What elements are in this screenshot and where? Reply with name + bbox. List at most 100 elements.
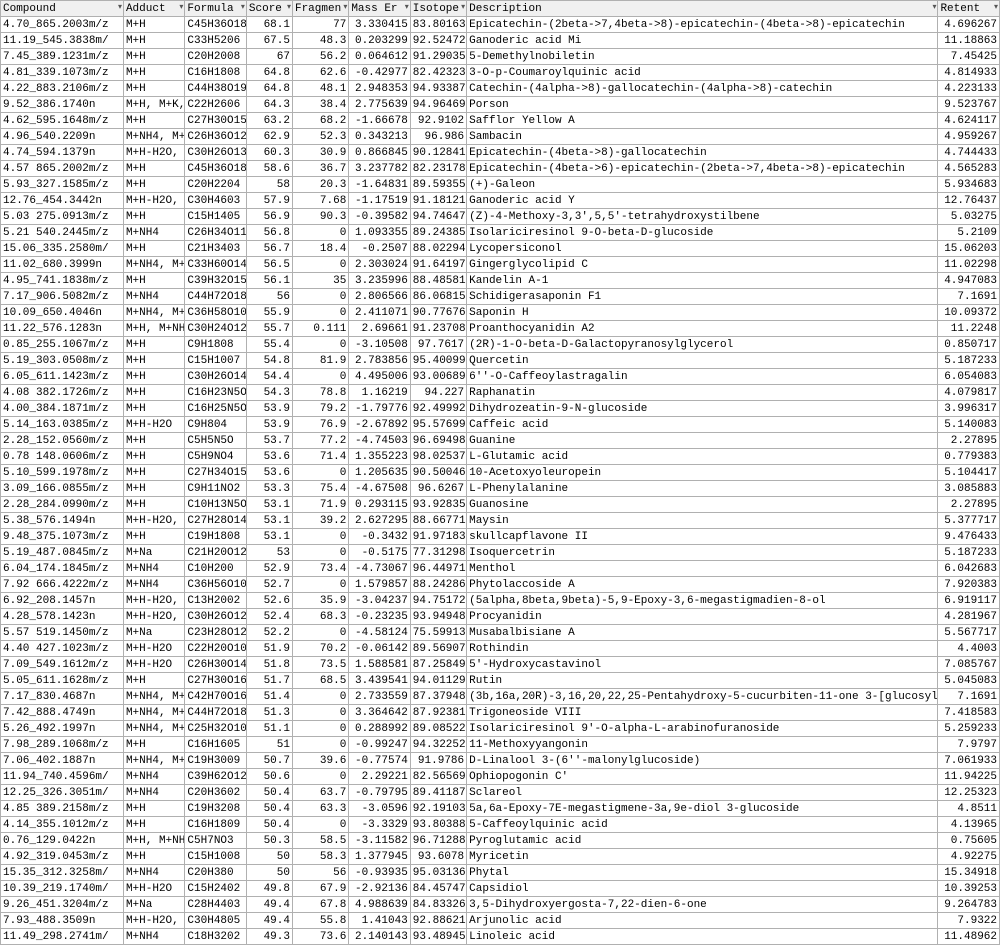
filter-dropdown-icon[interactable]: ▾ [179,2,183,12]
table-row: 7.17_830.4687nM+NH4, M+C42H70O1651.402.7… [1,689,1000,705]
cell: 94.227 [410,385,466,401]
cell: M+H [123,241,184,257]
cell: C44H38O19 [185,81,246,97]
cell: Quercetin [467,353,938,369]
table-row: 11.19_545.3838m/M+HC33H520667.548.30.203… [1,33,1000,49]
cell: 89.56907 [410,641,466,657]
table-row: 0.76_129.0422nM+H, M+NHC5H7NO350.358.5-3… [1,833,1000,849]
cell: 63.2 [246,113,292,129]
cell: 50.7 [246,753,292,769]
cell: C22H2606 [185,97,246,113]
filter-dropdown-icon[interactable]: ▾ [405,2,409,12]
table-row: 4.08 382.1726m/zM+HC16H23N5O54.378.81.16… [1,385,1000,401]
column-header[interactable]: Isotope▾ [410,1,466,17]
cell: 0 [292,625,348,641]
cell: 87.92381 [410,705,466,721]
cell: C16H23N5O [185,385,246,401]
column-header[interactable]: Mass Er ▾ [349,1,410,17]
cell: 96.71288 [410,833,466,849]
cell: 6.92_208.1457n [1,593,124,609]
cell: M+Na [123,897,184,913]
cell: 50 [246,865,292,881]
cell: 2.29221 [349,769,410,785]
cell: C9H1808 [185,337,246,353]
cell: 7.17_906.5082m/z [1,289,124,305]
cell: C42H70O16 [185,689,246,705]
column-header[interactable]: Formula▾ [185,1,246,17]
cell: 91.9786 [410,753,466,769]
cell: C36H58O10 [185,305,246,321]
table-row: 12.25_326.3051m/M+NH4C20H360250.463.7-0.… [1,785,1000,801]
header-label: Retent [940,3,980,15]
cell: Epicatechin-(4beta->6)-epicatechin-(2bet… [467,161,938,177]
cell: 6.042683 [938,561,1000,577]
cell: M+H [123,465,184,481]
filter-dropdown-icon[interactable]: ▾ [994,2,998,12]
table-row: 4.40 427.1023m/zM+H-H2OC22H20O1051.970.2… [1,641,1000,657]
cell: 94.75172 [410,593,466,609]
cell: -4.74503 [349,433,410,449]
filter-dropdown-icon[interactable]: ▾ [932,2,936,12]
cell: 87.37948 [410,689,466,705]
cell: C30H26O14 [185,369,246,385]
cell: 0 [292,577,348,593]
cell: 2.411071 [349,305,410,321]
cell: 55.9 [246,305,292,321]
column-header[interactable]: Score▾ [246,1,292,17]
cell: -3.3329 [349,817,410,833]
column-header[interactable]: Compound▾ [1,1,124,17]
cell: 7.68 [292,193,348,209]
cell: 38.4 [292,97,348,113]
cell: -2.67892 [349,417,410,433]
cell: 73.4 [292,561,348,577]
cell: C19H1808 [185,529,246,545]
cell: 5-Demethylnobiletin [467,49,938,65]
cell: 91.18121 [410,193,466,209]
cell: 2.303024 [349,257,410,273]
cell: 88.48581 [410,273,466,289]
cell: 9.523767 [938,97,1000,113]
cell: C23H28O12 [185,625,246,641]
table-row: 7.17_906.5082m/zM+NH4C44H72O185602.80656… [1,289,1000,305]
cell: 4.079817 [938,385,1000,401]
filter-dropdown-icon[interactable]: ▾ [461,2,465,12]
cell: Guanosine [467,497,938,513]
cell: C27H30O15 [185,113,246,129]
cell: 54.3 [246,385,292,401]
cell: 88.66771 [410,513,466,529]
cell: 2.27895 [938,433,1000,449]
cell: 1.579857 [349,577,410,593]
cell: M+H [123,49,184,65]
cell: M+H-H2O, [123,609,184,625]
cell: 64.3 [246,97,292,113]
cell: 96.69498 [410,433,466,449]
cell: 91.97183 [410,529,466,545]
cell: 53.6 [246,465,292,481]
column-header[interactable]: Retent ▾ [938,1,1000,17]
cell: 7.9322 [938,913,1000,929]
cell: 4.8511 [938,801,1000,817]
column-header[interactable]: Adduct▾ [123,1,184,17]
cell: M+NH4, M+ [123,257,184,273]
cell: C26H30O14 [185,657,246,673]
filter-dropdown-icon[interactable]: ▾ [343,2,347,12]
table-row: 4.81_339.1073m/zM+HC16H180864.862.6-0.42… [1,65,1000,81]
cell: 4.92_319.0453m/z [1,849,124,865]
cell: 82.42323 [410,65,466,81]
cell: C30H24O12 [185,321,246,337]
cell: 94.93387 [410,81,466,97]
cell: M+H [123,273,184,289]
column-header[interactable]: Fragmen▾ [292,1,348,17]
cell: 53.1 [246,529,292,545]
cell: C33H5206 [185,33,246,49]
header-label: Mass Er [351,3,397,15]
filter-dropdown-icon[interactable]: ▾ [241,2,245,12]
table-row: 5.03 275.0913m/zM+HC15H140556.990.3-0.39… [1,209,1000,225]
cell: M+H [123,369,184,385]
column-header[interactable]: Description▾ [467,1,938,17]
cell: M+H [123,433,184,449]
cell: 2.28_152.0560m/z [1,433,124,449]
table-row: 15.35_312.3258m/M+NH4C20H3805056-0.93935… [1,865,1000,881]
filter-dropdown-icon[interactable]: ▾ [287,2,291,12]
filter-dropdown-icon[interactable]: ▾ [118,2,122,12]
